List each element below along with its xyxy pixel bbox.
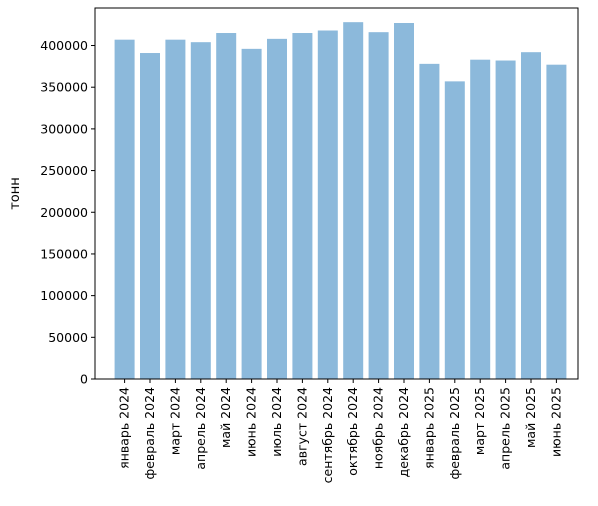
x-tick-label: июнь 2024 <box>244 387 259 457</box>
x-tick-label: июнь 2025 <box>548 387 563 457</box>
y-tick-label: 250000 <box>40 163 88 178</box>
x-tick-label: май 2024 <box>218 387 233 448</box>
x-tick-label: май 2025 <box>523 387 538 448</box>
x-tick-label: август 2024 <box>294 387 309 466</box>
y-tick-label: 350000 <box>40 80 88 95</box>
x-tick-label: март 2024 <box>167 387 182 455</box>
x-tick-label: апрель 2025 <box>498 387 513 470</box>
y-axis: 0 50000 100000 150000 200000 250000 300000 3500… <box>40 38 95 387</box>
x-tick-label: декабрь 2024 <box>396 387 411 477</box>
x-tick-label: март 2025 <box>472 387 487 455</box>
bar <box>394 23 414 379</box>
x-tick-label: октябрь 2024 <box>345 387 360 476</box>
bar <box>470 59 491 380</box>
x-tick-label: ноябрь 2024 <box>371 387 386 469</box>
bar <box>165 39 186 379</box>
y-tick-label: 50000 <box>48 330 88 345</box>
x-tick-label: январь 2025 <box>421 387 436 469</box>
y-tick-label: 100000 <box>40 288 88 303</box>
x-tick-label: сентябрь 2024 <box>320 387 335 483</box>
bar <box>546 64 567 379</box>
bar <box>343 22 364 379</box>
y-tick-label: 400000 <box>40 38 88 53</box>
bar <box>216 33 237 380</box>
bar <box>521 52 541 379</box>
y-axis-label: тонн <box>8 177 23 210</box>
bar <box>317 30 338 380</box>
plot-frame <box>94 7 579 380</box>
bar <box>114 39 135 379</box>
bar <box>419 63 440 379</box>
x-tick-label: февраль 2024 <box>142 387 157 480</box>
y-tick-label: 150000 <box>40 246 88 261</box>
x-axis: январь 2024 февраль 2024 март 2024 апрель 2… <box>117 379 563 483</box>
bar <box>241 48 262 379</box>
bar <box>444 81 465 379</box>
bar <box>368 32 389 380</box>
y-tick-label: 0 <box>80 372 88 387</box>
bar <box>190 42 211 380</box>
x-tick-label: январь 2024 <box>117 387 132 469</box>
x-tick-label: апрель 2024 <box>193 387 208 470</box>
x-tick-label: июль 2024 <box>269 387 284 457</box>
x-tick-label: февраль 2025 <box>447 387 462 479</box>
bar <box>140 53 160 379</box>
bars-group <box>114 22 567 380</box>
y-tick-label: 300000 <box>40 121 88 136</box>
bar <box>495 60 516 380</box>
bar <box>292 33 313 380</box>
y-tick-label: 200000 <box>40 205 88 220</box>
bar <box>267 38 287 379</box>
